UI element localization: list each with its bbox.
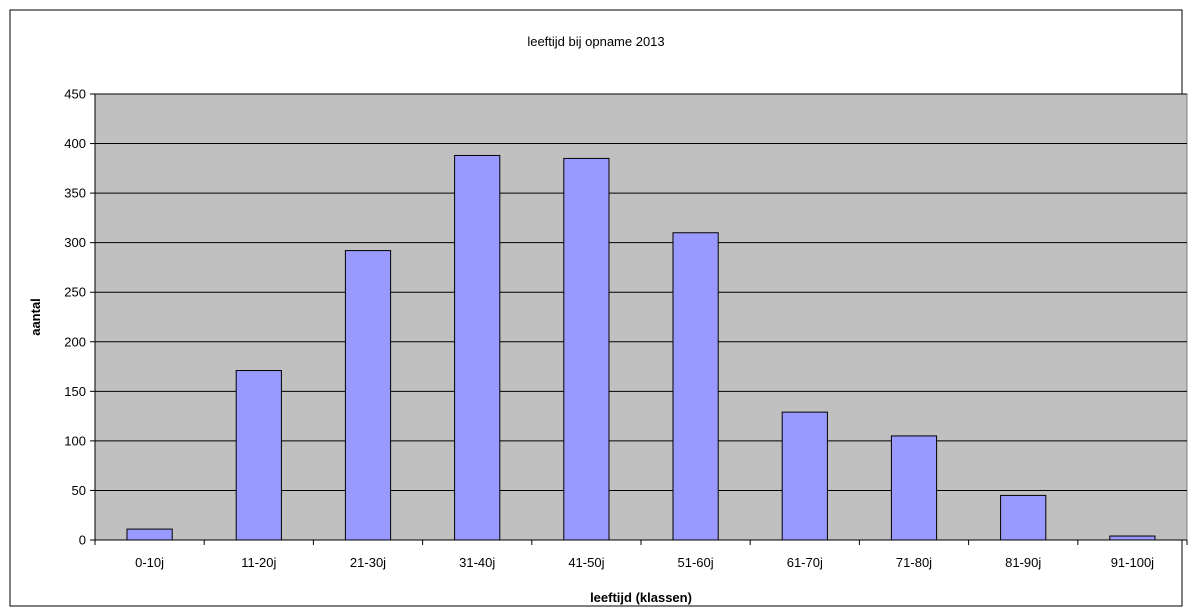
y-tick-label: 300	[64, 235, 86, 250]
x-tick-labels: 0-10j 11-20j 21-30j 31-40j 41-50j 51-60j 61-70…	[135, 555, 1154, 570]
bar-0-10j	[126, 528, 173, 541]
x-tick-label: 51-60j	[678, 555, 714, 570]
bar-51-60j	[672, 232, 719, 541]
x-tick-label: 41-50j	[568, 555, 604, 570]
y-tick-label: 0	[79, 533, 86, 548]
x-tick-label: 21-30j	[350, 555, 386, 570]
bar-21-30j	[344, 250, 392, 541]
bar-61-70j	[781, 411, 828, 541]
bar-91-100j	[1109, 535, 1156, 541]
x-tick-label: 11-20j	[241, 555, 276, 570]
y-tick-label: 450	[64, 87, 86, 102]
y-axis-title: aantal	[28, 298, 43, 336]
x-tick-label: 61-70j	[787, 555, 823, 570]
y-tick-label: 250	[64, 285, 86, 300]
y-tick-label: 50	[72, 483, 86, 498]
bar-11-20j	[235, 370, 282, 541]
bar-71-80j	[890, 435, 938, 541]
x-tick-label: 0-10j	[135, 555, 164, 570]
axes	[90, 93, 1188, 545]
y-tick-label: 400	[64, 136, 86, 151]
y-tick-label: 200	[64, 334, 86, 349]
y-tick-labels: 0 50 100 150 200 250 300 350 400 450	[64, 87, 86, 548]
x-tick-label: 71-80j	[896, 555, 932, 570]
x-axis-title: leeftijd (klassen)	[590, 590, 692, 605]
x-tick-label: 91-100j	[1111, 555, 1154, 570]
bar-81-90j	[1000, 494, 1047, 541]
bar-41-50j	[563, 157, 610, 541]
chart-title: leeftijd bij opname 2013	[527, 34, 664, 49]
x-tick-label: 31-40j	[459, 555, 495, 570]
bar-31-40j	[454, 154, 501, 541]
y-tick-label: 100	[64, 433, 86, 448]
y-tick-label: 150	[64, 384, 86, 399]
y-tick-label: 350	[64, 186, 86, 201]
x-tick-label: 81-90j	[1005, 555, 1041, 570]
bars	[126, 154, 1156, 541]
